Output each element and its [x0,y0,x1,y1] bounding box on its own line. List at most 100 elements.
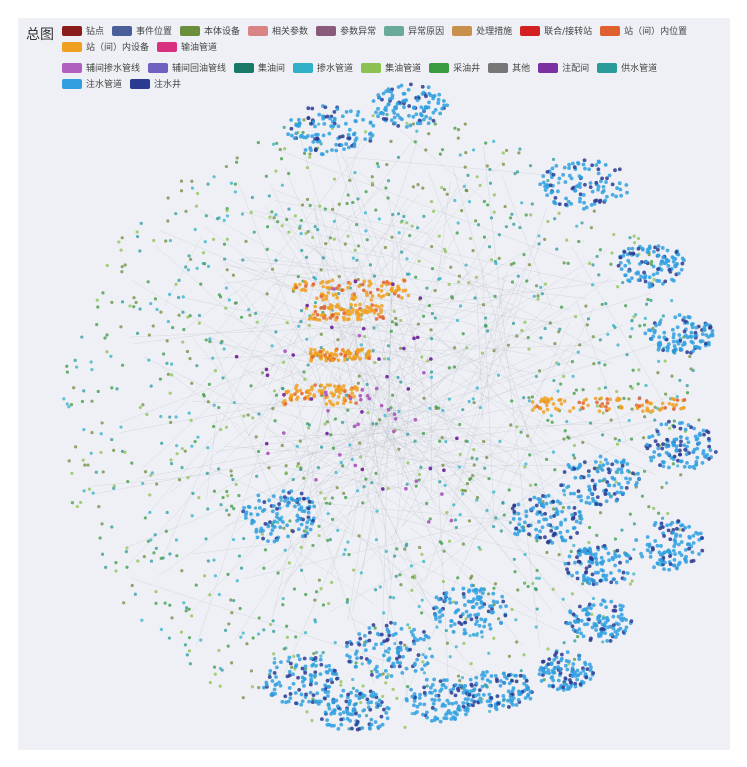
node [438,276,442,281]
node [409,687,413,692]
node [451,629,456,634]
legend-item[interactable]: 站（间）内设备 [62,41,149,53]
legend-item[interactable]: 输油管道 [157,41,217,53]
node [405,482,409,486]
legend-item[interactable]: 辅间掺水管线 [62,62,140,74]
node [341,401,346,406]
node [671,527,676,532]
node [98,536,102,540]
edge [245,257,358,270]
node [237,493,241,498]
edge [434,464,629,467]
node [634,483,638,487]
legend-item[interactable]: 钻点 [62,25,104,37]
node [339,680,343,684]
edge [534,421,548,436]
node [180,447,184,451]
edge [344,435,555,498]
node [307,699,312,704]
node [360,662,364,666]
node [221,495,225,500]
node [469,617,474,622]
node [703,341,708,346]
node [416,183,420,187]
node [426,520,431,524]
node [608,632,613,637]
node [70,501,74,505]
legend-item[interactable]: 注水管道 [62,78,122,90]
legend-item[interactable]: 站（间）内位置 [600,25,687,37]
legend-item[interactable]: 其他 [488,62,530,74]
node [675,395,679,399]
node [181,340,185,344]
legend-item[interactable]: 本体设备 [180,25,240,37]
legend-swatch [234,62,255,73]
node [493,674,498,678]
node [440,185,444,190]
node [319,383,324,388]
legend-item[interactable]: 采油井 [429,62,480,74]
legend-item[interactable]: 辅间回油管线 [148,62,226,74]
node [345,644,349,649]
edge [396,415,450,457]
edge [255,311,538,356]
node [184,606,189,610]
node [518,147,522,151]
node [369,722,374,727]
legend-item[interactable]: 供水管道 [597,62,657,74]
node [672,424,677,429]
node [501,151,505,155]
edge [202,339,424,387]
node [577,239,581,244]
node [278,525,283,530]
node [356,317,360,322]
node [702,328,707,332]
node [117,240,121,244]
node [308,351,313,356]
legend-item[interactable]: 注水井 [130,78,181,90]
legend-item[interactable]: 掺水管道 [293,62,353,74]
node [517,151,521,155]
node [403,643,407,647]
legend-item[interactable]: 事件位置 [112,25,172,37]
edge [361,488,444,628]
node [285,635,290,639]
node [661,255,666,260]
node [361,326,366,331]
node [657,335,662,339]
node [558,327,562,331]
node [624,304,628,308]
legend-item[interactable]: 注配间 [538,62,589,74]
legend-item[interactable]: 集油间 [234,62,285,74]
node [256,140,260,145]
legend-item[interactable]: 参数异常 [316,25,376,37]
node [356,422,360,427]
node [600,404,605,408]
node [554,526,558,531]
node [208,337,212,341]
node [383,649,388,654]
node [328,356,333,360]
legend-item[interactable]: 处理措施 [452,25,512,37]
node [422,663,427,668]
node [468,634,472,638]
node [655,543,660,548]
node [348,699,352,703]
legend-item[interactable]: 联合/接转站 [520,25,592,37]
node [598,502,603,507]
node [330,278,335,282]
legend-item[interactable]: 集油管道 [361,62,421,74]
legend-item[interactable]: 相关参数 [248,25,308,37]
node [589,226,593,230]
node [383,107,387,112]
node [317,318,322,322]
node [568,609,573,614]
node [516,697,521,702]
node [398,645,403,650]
node [253,506,258,510]
legend-item[interactable]: 异常原因 [384,25,444,37]
node [164,239,168,243]
node [287,655,292,660]
node [261,528,265,533]
node [581,406,585,411]
